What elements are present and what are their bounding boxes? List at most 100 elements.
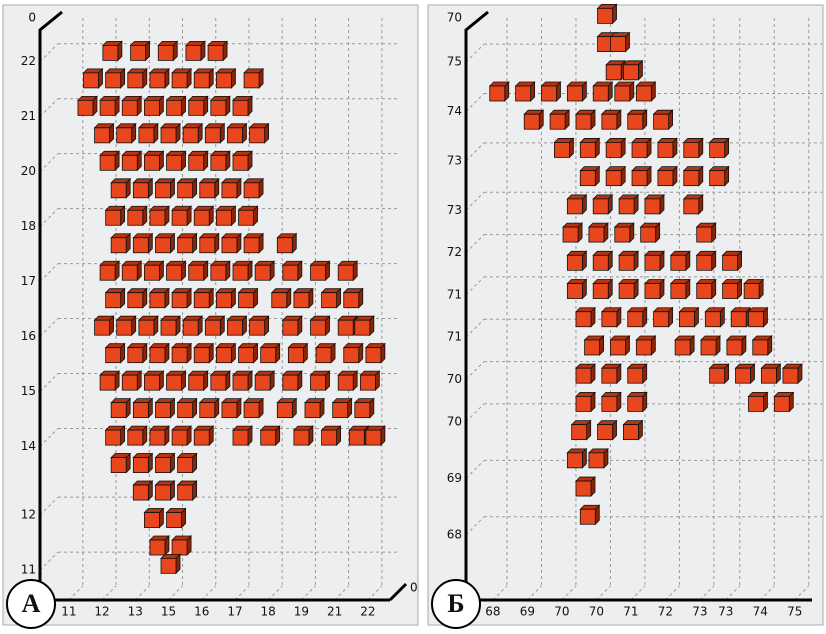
cube-front bbox=[761, 368, 776, 383]
cube bbox=[344, 344, 363, 363]
y-tick-label: 17 bbox=[21, 274, 36, 288]
cube-side bbox=[776, 364, 780, 383]
cube bbox=[593, 251, 612, 270]
cube-side bbox=[595, 138, 599, 157]
cube bbox=[753, 336, 772, 355]
cube bbox=[205, 316, 224, 335]
cube-side bbox=[337, 289, 341, 308]
cube-side bbox=[591, 477, 595, 496]
cube-side bbox=[165, 426, 169, 445]
x-tick-label: 69 bbox=[520, 605, 535, 619]
cube bbox=[572, 421, 591, 440]
y-tick-label: 16 bbox=[21, 329, 36, 343]
cube bbox=[106, 69, 125, 88]
x-tick-label: 12 bbox=[94, 605, 109, 619]
cube-front bbox=[227, 320, 242, 335]
cube-front bbox=[205, 320, 220, 335]
cube-front bbox=[167, 375, 182, 390]
cube bbox=[150, 289, 169, 308]
cube-side bbox=[254, 289, 258, 308]
cube-front bbox=[155, 238, 170, 253]
cube-side bbox=[209, 289, 213, 308]
cube bbox=[610, 336, 629, 355]
cube bbox=[632, 167, 651, 186]
cube-front bbox=[524, 114, 539, 129]
cube bbox=[211, 151, 230, 170]
cube bbox=[194, 206, 213, 225]
cube-front bbox=[172, 73, 187, 88]
cube-front bbox=[244, 238, 259, 253]
cube bbox=[619, 280, 638, 299]
y-tick-label: 70 bbox=[447, 414, 462, 428]
cube bbox=[272, 289, 291, 308]
cube bbox=[133, 234, 152, 253]
cube bbox=[161, 554, 180, 573]
cube-side bbox=[231, 206, 235, 225]
cube-side bbox=[720, 308, 724, 327]
cube-front bbox=[615, 227, 630, 242]
cube-front bbox=[261, 430, 276, 445]
cube-front bbox=[593, 284, 608, 299]
cube-side bbox=[231, 344, 235, 363]
cube bbox=[131, 41, 150, 60]
cube bbox=[255, 261, 274, 280]
cube-front bbox=[178, 238, 193, 253]
cube-side bbox=[248, 151, 252, 170]
cube-side bbox=[170, 234, 174, 253]
cube bbox=[333, 399, 352, 418]
cube-front bbox=[103, 45, 118, 60]
cube-front bbox=[183, 320, 198, 335]
cube bbox=[133, 399, 152, 418]
cube-front bbox=[216, 73, 231, 88]
cube bbox=[576, 110, 595, 129]
cube-front bbox=[576, 368, 591, 383]
cube-side bbox=[582, 280, 586, 299]
cube-side bbox=[193, 399, 197, 418]
cube-front bbox=[602, 114, 617, 129]
cube-side bbox=[187, 289, 191, 308]
cube-front bbox=[322, 293, 337, 308]
cube-side bbox=[673, 167, 677, 186]
cube-front bbox=[106, 430, 121, 445]
cube bbox=[158, 41, 177, 60]
cube-front bbox=[233, 100, 248, 115]
cube bbox=[111, 234, 130, 253]
cube bbox=[178, 399, 197, 418]
cube bbox=[133, 454, 152, 473]
cube-front bbox=[128, 430, 143, 445]
cube-front bbox=[161, 128, 176, 143]
cube bbox=[128, 289, 147, 308]
cube-front bbox=[311, 265, 326, 280]
cube bbox=[744, 280, 763, 299]
panel-label: А bbox=[22, 589, 41, 618]
cube-side bbox=[763, 308, 767, 327]
cube bbox=[189, 151, 208, 170]
cube-side bbox=[209, 206, 213, 225]
cube-front bbox=[200, 183, 215, 198]
cube-side bbox=[634, 195, 638, 214]
cube-side bbox=[669, 110, 673, 129]
cube-front bbox=[155, 403, 170, 418]
cube-side bbox=[182, 509, 186, 528]
cube-side bbox=[148, 399, 152, 418]
cube bbox=[216, 206, 235, 225]
cube-front bbox=[78, 100, 93, 115]
cube-front bbox=[239, 293, 254, 308]
cube bbox=[283, 316, 302, 335]
cube bbox=[161, 124, 180, 143]
cube-front bbox=[131, 45, 146, 60]
cube-side bbox=[582, 449, 586, 468]
cube-front bbox=[344, 293, 359, 308]
cube-side bbox=[165, 206, 169, 225]
cube bbox=[155, 481, 174, 500]
cube bbox=[684, 167, 703, 186]
cube-front bbox=[705, 312, 720, 327]
cube-side bbox=[725, 167, 729, 186]
cube-side bbox=[699, 195, 703, 214]
cube bbox=[139, 316, 158, 335]
cube bbox=[619, 251, 638, 270]
cube bbox=[645, 195, 664, 214]
cube bbox=[128, 426, 147, 445]
cube-front bbox=[783, 368, 798, 383]
cube bbox=[216, 289, 235, 308]
